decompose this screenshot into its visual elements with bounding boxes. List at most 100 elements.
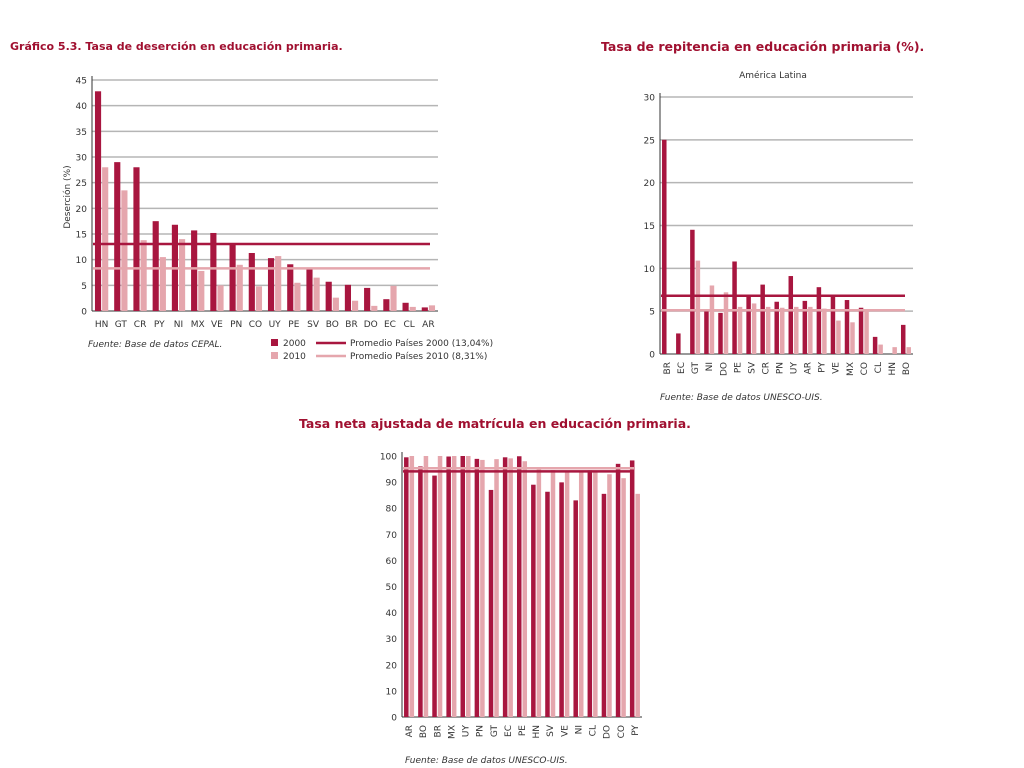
chart2-bar-py-series2 (822, 308, 827, 354)
legend-avg-2010-label: Promedio Países 2010 (8,31%) (350, 352, 487, 362)
chart2-x-tick-label: CL (874, 362, 884, 373)
chart2-bar-pn-series2 (779, 307, 785, 354)
chart1-y-axis-label: Deserción (%) (62, 165, 73, 228)
chart3-y-tick-label: 30 (386, 635, 398, 645)
chart2-bar-ar-series1 (802, 300, 808, 354)
chart3-x-tick-label: PN (476, 725, 486, 737)
chart1-bar-cr-series1 (133, 167, 140, 311)
chart2-bar-gt-series1 (690, 229, 695, 354)
chart3-x-tick-label: GT (490, 725, 500, 738)
chart1-bar-sv-series1 (306, 269, 313, 311)
chart3-bar-sv-series2 (550, 470, 556, 717)
chart1-bar-ar-series2 (428, 305, 436, 311)
chart2-x-tick-label: AR (804, 362, 814, 374)
chart3-bar-uy-series2 (466, 456, 471, 717)
chart3-title: Tasa neta ajustada de matrícula en educa… (299, 416, 691, 431)
chart1-x-tick-label: CO (249, 320, 262, 330)
chart2-bar-do-series1 (718, 312, 723, 354)
chart1-x-tick-label: NI (174, 320, 183, 330)
chart3-bar-ec-series2 (508, 458, 513, 717)
chart3-x-tick-label: BR (433, 725, 443, 737)
chart1-bar-py-series2 (159, 257, 166, 311)
chart2-bar-cl-series1 (872, 336, 878, 354)
chart2-y-tick-label: 25 (644, 136, 655, 146)
chart2-bar-mx-series1 (844, 300, 850, 354)
chart2-bar-py-series1 (816, 287, 822, 354)
chart3-bar-br-series1 (432, 475, 437, 717)
chart2-x-tick-label: VE (832, 362, 842, 374)
chart1-bar-gt-series1 (114, 162, 121, 311)
chart3-bar-ve-series2 (564, 472, 570, 717)
chart2-x-tick-label: DO (719, 362, 729, 376)
chart1-source-note: Fuente: Base de datos CEPAL. (88, 340, 222, 350)
chart2-x-tick-label: EC (677, 362, 687, 374)
chart2-x-tick-label: GT (691, 362, 701, 375)
chart1-y-tick-label: 20 (76, 205, 88, 215)
chart1-x-tick-label: MX (191, 320, 205, 330)
chart2-source-note: Fuente: Base de datos UNESCO-UIS. (660, 393, 823, 403)
chart1-y-tick-label: 15 (76, 231, 87, 241)
chart1-x-tick-label: EC (384, 320, 396, 330)
chart3-bar-cl-series1 (587, 470, 593, 717)
chart1-x-tick-label: AR (422, 320, 434, 330)
chart2-bar-sv-series1 (746, 296, 751, 354)
chart1-x-tick-label: VE (211, 320, 223, 330)
chart1-bar-br-series1 (344, 284, 351, 311)
chart3-x-tick-label: UY (462, 725, 472, 738)
chart2-y-tick-label: 10 (644, 265, 656, 275)
chart1-y-tick-label: 30 (76, 154, 88, 164)
chart1-bar-ve-series1 (210, 232, 217, 311)
chart2-bar-uy-series1 (788, 276, 794, 354)
chart2-bar-br-series1 (662, 139, 667, 354)
chart3-y-tick-label: 70 (386, 531, 398, 541)
chart3-bar-do-series1 (601, 493, 607, 717)
chart2-bar-ar-series2 (808, 306, 813, 354)
chart2-bar-co-series1 (858, 307, 864, 354)
chart2-bar-bo-series2 (906, 347, 911, 354)
chart3-x-tick-label: NI (574, 725, 584, 734)
chart1-x-tick-label: BO (326, 320, 339, 330)
chart3-bar-pn-series1 (474, 458, 480, 717)
chart2-y-tick-label: 0 (649, 351, 655, 361)
chart2-y-tick-label: 15 (644, 222, 655, 232)
chart2-bar-do-series2 (723, 292, 729, 354)
chart2-x-tick-label: PE (733, 362, 743, 373)
chart3-bar-hn-series2 (536, 467, 542, 717)
legend-avg-2000-label: Promedio Países 2000 (13,04%) (350, 339, 493, 349)
chart2-x-tick-label: MX (846, 362, 856, 376)
chart1-bar-cl-series1 (402, 302, 409, 311)
chart1-y-tick-label: 0 (81, 308, 87, 318)
chart3-bar-bo-series1 (418, 466, 423, 717)
chart3-bar-ve-series1 (559, 482, 564, 717)
chart3-y-tick-label: 20 (386, 661, 398, 671)
chart1-bar-pe-series2 (294, 282, 301, 311)
chart1-bar-pn-series1 (229, 243, 236, 311)
chart1-x-tick-label: CR (134, 320, 147, 330)
chart1-y-tick-label: 40 (76, 102, 88, 112)
chart1-bar-sv-series2 (313, 277, 320, 311)
chart1-bar-mx-series2 (198, 270, 205, 311)
chart1-x-tick-label: UY (269, 320, 282, 330)
chart1-bar-gt-series2 (121, 190, 128, 311)
chart3-y-tick-label: 60 (386, 557, 398, 567)
chart1-bar-hn-series1 (94, 91, 102, 311)
chart1-bar-mx-series1 (191, 230, 198, 311)
chart2-bar-mx-series2 (850, 322, 855, 354)
chart2-x-tick-label: BO (902, 362, 912, 375)
chart3-bar-pe-series2 (522, 461, 528, 717)
chart3-bar-uy-series1 (460, 456, 466, 717)
chart1-bar-pn-series2 (236, 264, 243, 311)
legend-2010-label: 2010 (283, 352, 306, 362)
chart2-bar-cl-series2 (878, 344, 883, 354)
chart2-y-tick-label: 20 (644, 179, 656, 189)
chart1-bar-br-series2 (352, 300, 359, 311)
chart3-y-tick-label: 100 (380, 453, 397, 463)
chart2-subtitle: América Latina (739, 70, 807, 81)
chart3-x-tick-label: MX (447, 725, 457, 739)
chart1-title: Gráfico 5.3. Tasa de deserción en educac… (10, 40, 343, 53)
chart2-y-tick-label: 30 (644, 94, 656, 104)
chart3-bar-py-series2 (635, 493, 640, 717)
chart1-bar-cr-series2 (140, 240, 147, 311)
chart3-x-tick-label: DO (603, 725, 613, 739)
